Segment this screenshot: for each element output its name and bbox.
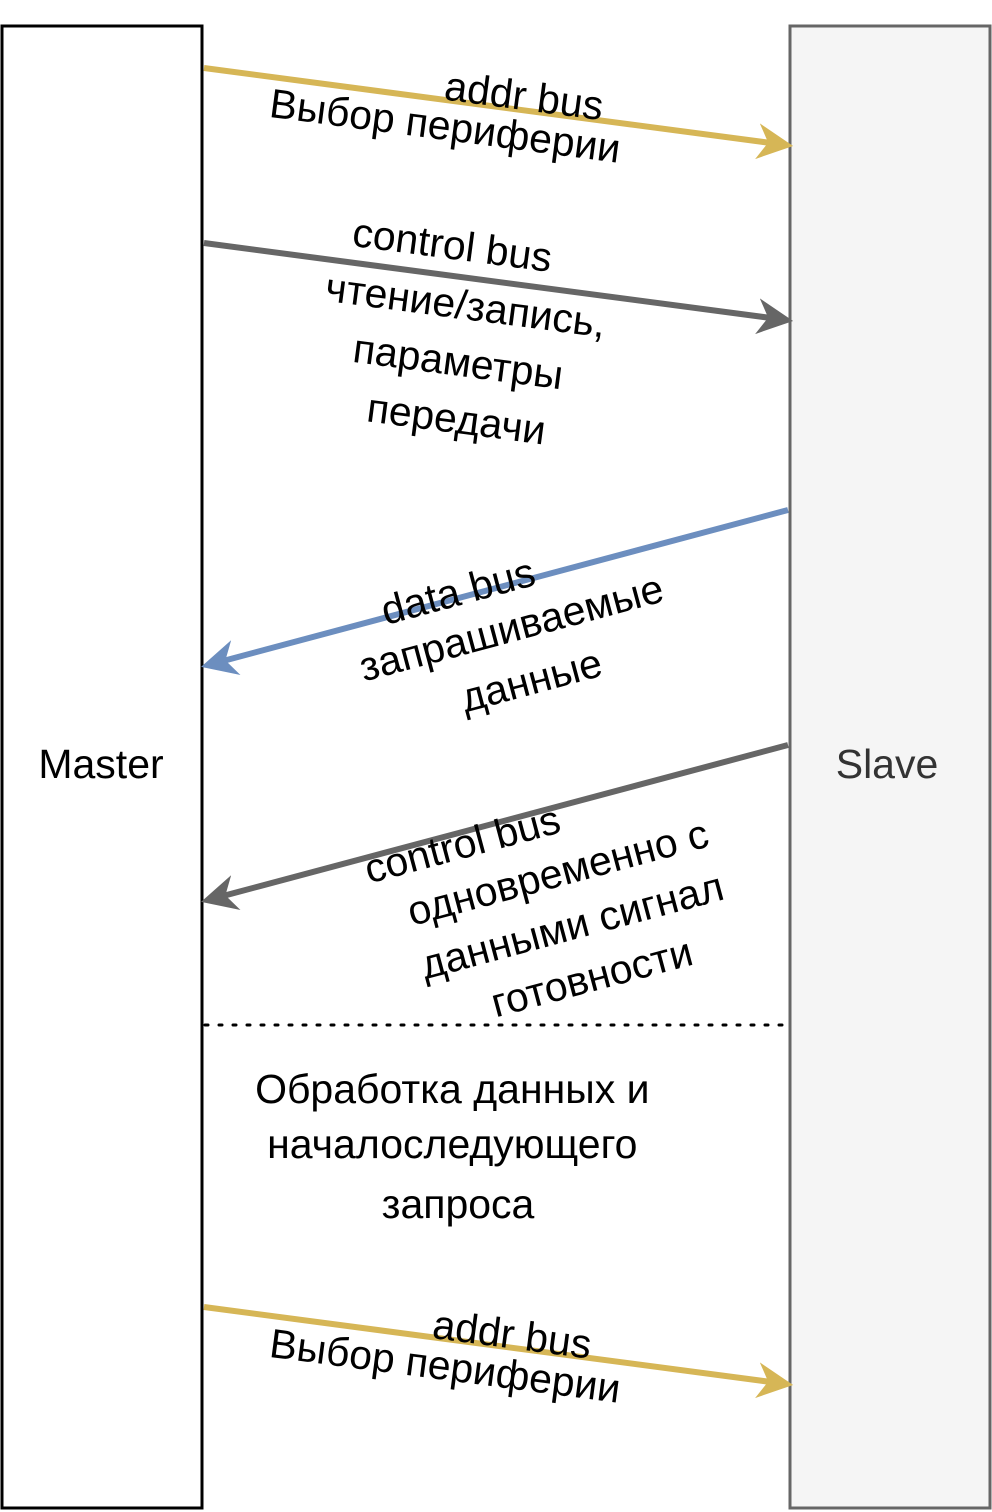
processing-line-2: началоследующего — [267, 1121, 637, 1167]
svg-text:addr bus Выбор периферии: addr bus Выбор периферии — [267, 40, 628, 171]
addr-bus-arrow — [203, 65, 794, 160]
svg-text:control bus одновременно: control bus одновременно с данными сигна… — [359, 757, 753, 1049]
slave-lane — [788, 24, 992, 1510]
processing-line-3: запроса — [382, 1181, 535, 1227]
addr-bus-2-arrow — [203, 1304, 794, 1399]
svg-text:addr bus Выбор периферии: addr bus Выбор периферии — [267, 1280, 628, 1411]
addr-bus-label: addr bus Выбор периферии — [267, 40, 628, 172]
control-bus-arrow — [203, 240, 794, 335]
processing-note: Обработка данных и началоследующего запр… — [255, 1066, 661, 1227]
control-bus-label: control bus чтение/запись, параметры пер… — [308, 206, 628, 460]
slave-label: Slave — [836, 741, 939, 787]
data-bus-arrow — [201, 507, 789, 675]
master-label: Master — [38, 741, 163, 787]
ready-label: control bus одновременно с данными сигна… — [359, 757, 753, 1049]
addr-bus-2-label: addr bus Выбор периферии — [267, 1280, 628, 1412]
processing-line-1: Обработка данных и — [255, 1066, 649, 1112]
ready-arrow — [201, 742, 789, 910]
master-lane — [0, 24, 204, 1510]
control-bus-line-3: передачи — [364, 384, 548, 453]
svg-text:control bus чтение/запис: control bus чтение/запись, параметры пер… — [308, 206, 628, 460]
